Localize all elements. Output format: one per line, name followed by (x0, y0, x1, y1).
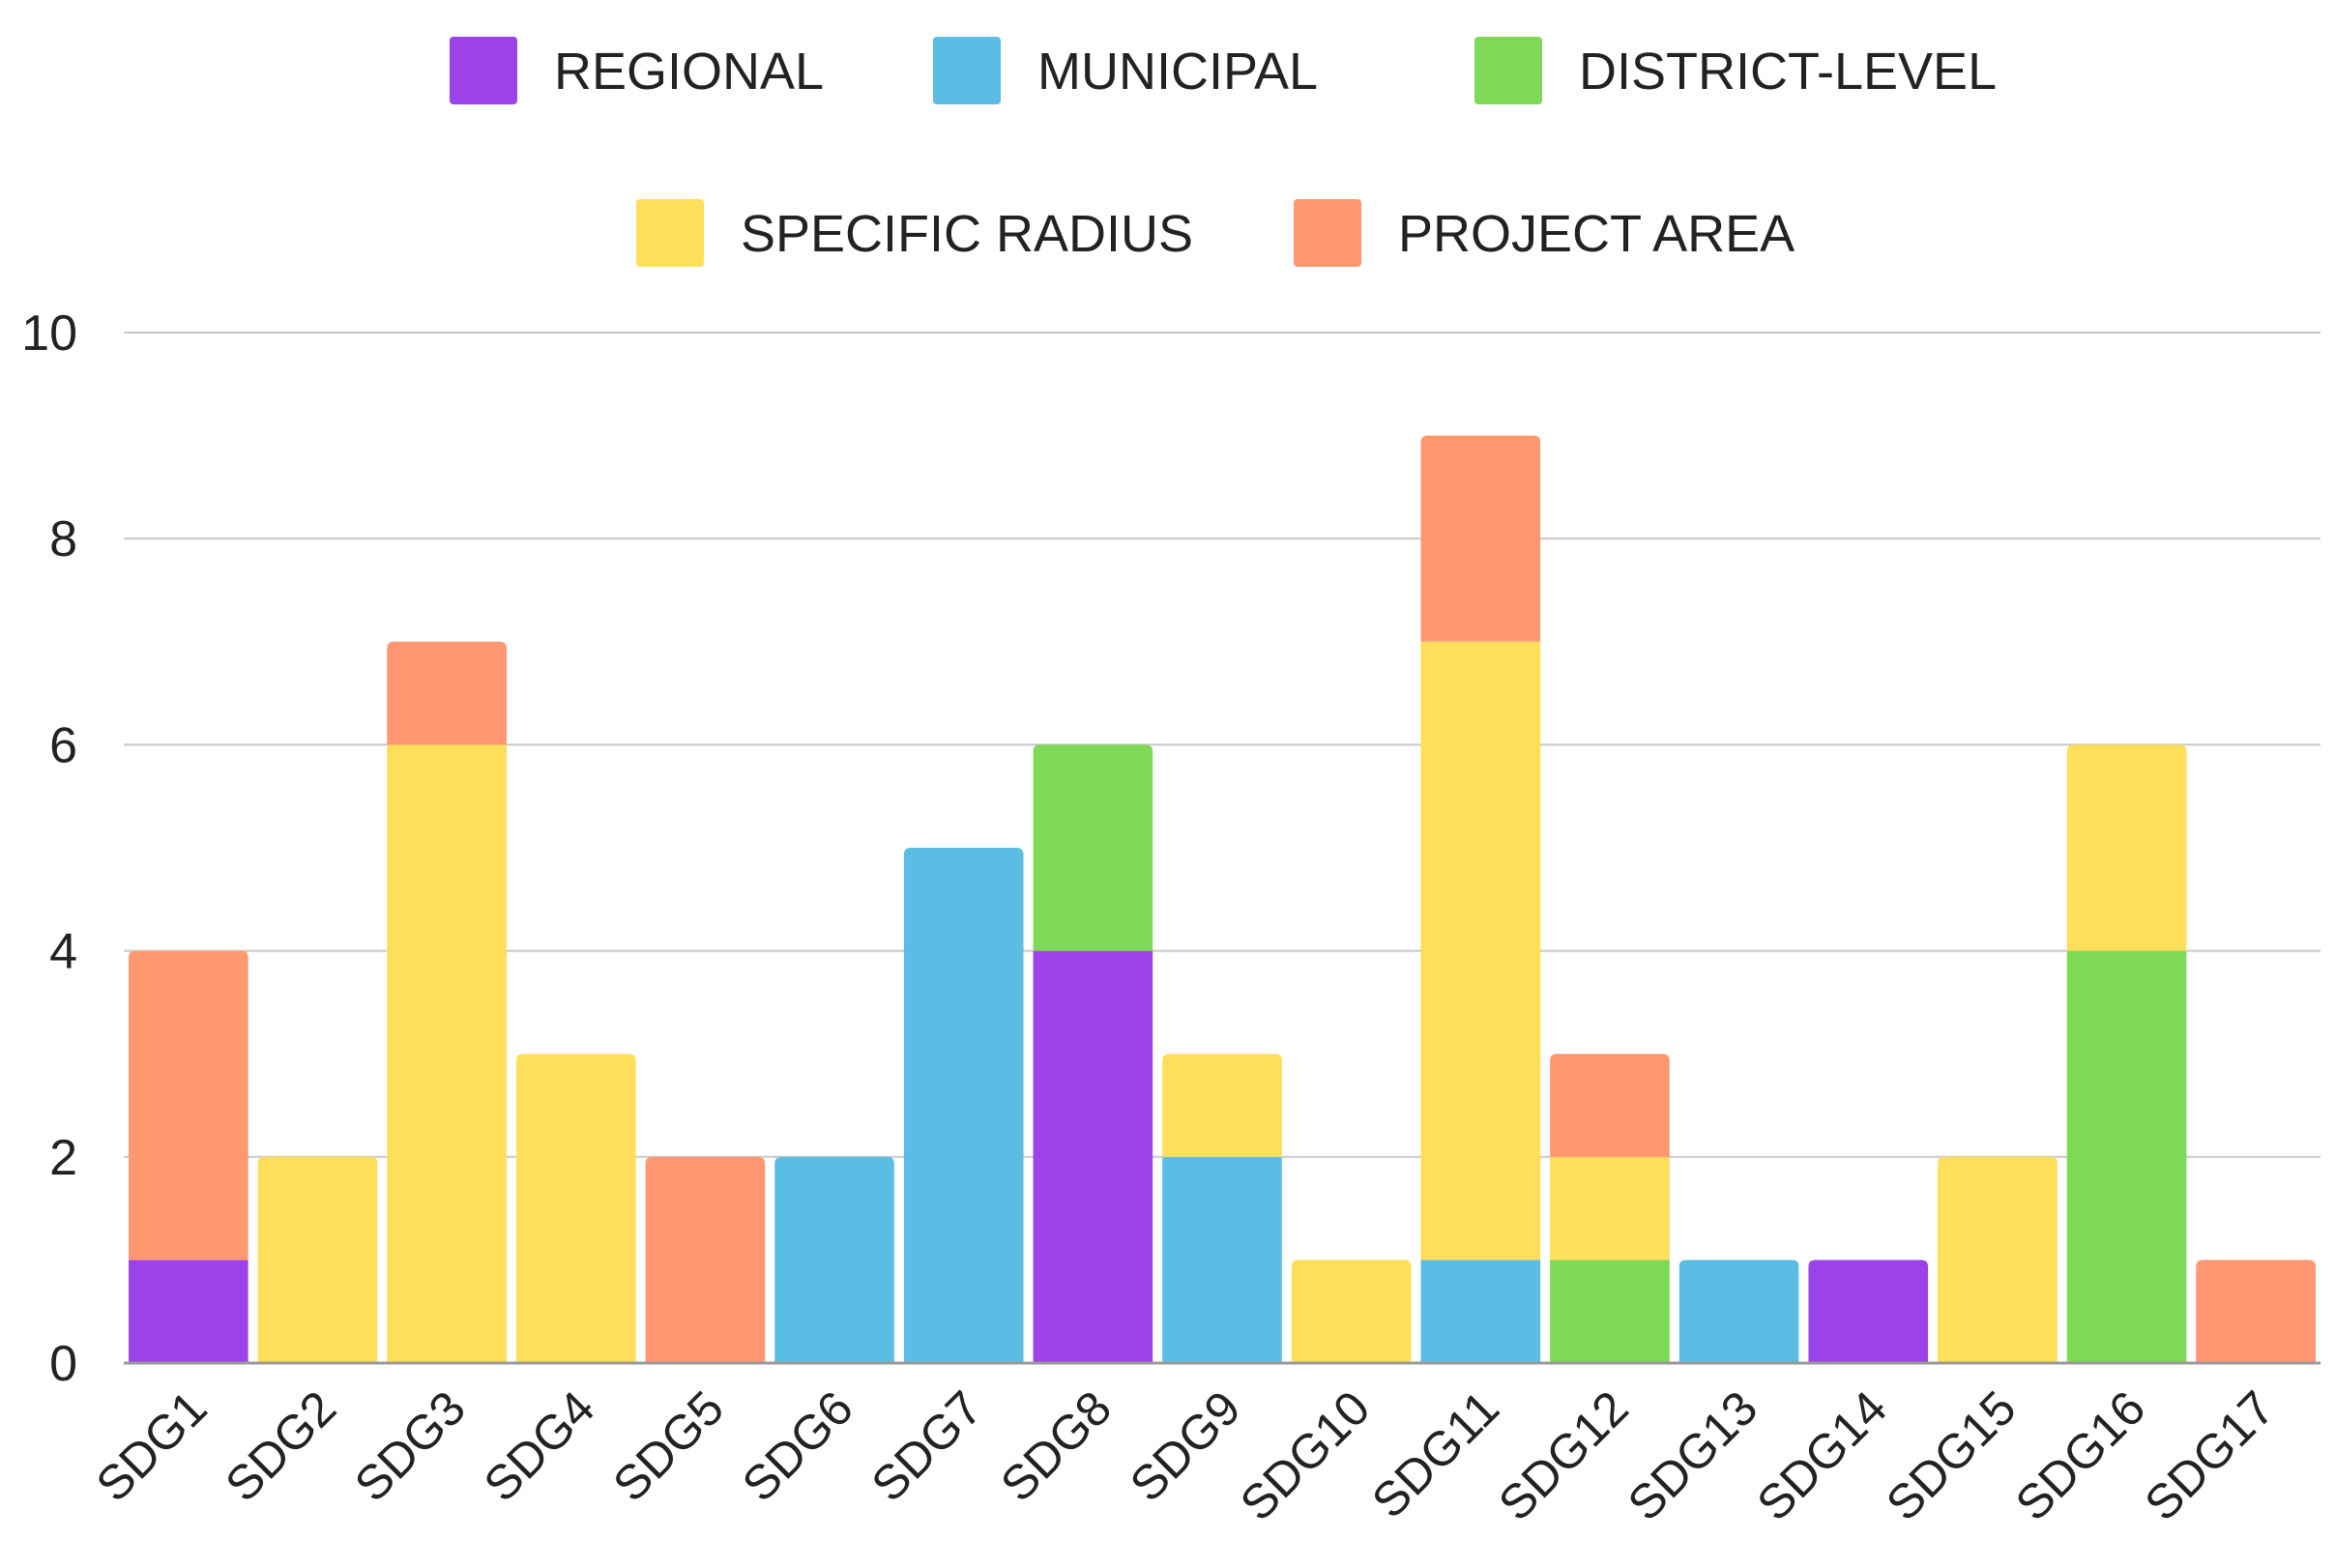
bar-segment (1033, 744, 1153, 951)
legend-swatch (636, 199, 704, 267)
bar-segment (2196, 1260, 2316, 1363)
bar-segment (1420, 641, 1541, 1261)
bar-segment (1033, 950, 1153, 1363)
legend-label: MUNICIPAL (1037, 43, 1318, 101)
x-category-label: SDG3 (344, 1380, 476, 1512)
bar-segment (1162, 1156, 1282, 1363)
y-tick-label: 8 (49, 511, 77, 567)
legend-swatch (933, 37, 1001, 104)
legend-swatch (1294, 199, 1361, 267)
bar-segment (2066, 744, 2187, 951)
bar-segment (1808, 1260, 1929, 1363)
x-category-label: SDG13 (1618, 1380, 1768, 1531)
legend-label: SPECIFIC RADIUS (741, 205, 1193, 263)
bar-segment (1162, 1054, 1282, 1157)
x-category-label: SDG4 (474, 1380, 605, 1512)
bar-segment (645, 1156, 766, 1363)
bar-segment (387, 744, 507, 1363)
x-category-label: SDG14 (1746, 1380, 1897, 1531)
x-axis-labels: SDG1SDG2SDG3SDG4SDG5SDG6SDG7SDG8SDG9SDG1… (86, 1380, 2285, 1531)
bar-segment (129, 950, 248, 1261)
bar-segment (1678, 1260, 1799, 1363)
y-tick-label: 0 (49, 1336, 77, 1392)
y-tick-label: 6 (49, 717, 77, 773)
legend: REGIONAL MUNICIPAL DISTRICT-LEVEL SPECIFIC … (450, 37, 1997, 267)
bars (129, 435, 2316, 1363)
bar-segment (1550, 1054, 1670, 1157)
x-category-label: SDG2 (215, 1380, 346, 1512)
bar-segment (1938, 1156, 2058, 1363)
bar-segment (257, 1156, 378, 1363)
y-tick-label: 10 (21, 305, 77, 362)
legend-swatch (1474, 37, 1542, 104)
x-category-label: SDG5 (602, 1380, 734, 1512)
bar-segment (1550, 1156, 1670, 1261)
y-tick-label: 2 (49, 1130, 77, 1186)
bar-segment (2066, 950, 2187, 1363)
x-category-label: SDG7 (861, 1380, 993, 1512)
legend-label: DISTRICT-LEVEL (1579, 43, 1997, 101)
x-category-label: SDG1 (86, 1380, 218, 1512)
y-tick-label: 4 (49, 924, 77, 980)
bar-segment (903, 848, 1024, 1363)
bar-segment (774, 1156, 894, 1363)
bar-segment (387, 641, 507, 745)
x-category-label: SDG12 (1488, 1380, 1639, 1531)
x-category-label: SDG10 (1230, 1380, 1381, 1531)
y-axis-ticks: 0 2 4 6 8 10 (21, 305, 77, 1392)
x-category-label: SDG15 (1876, 1380, 2027, 1531)
bar-segment (1420, 1260, 1541, 1363)
legend-label: PROJECT AREA (1398, 205, 1795, 263)
x-category-label: SDG16 (2005, 1380, 2156, 1531)
bar-segment (129, 1260, 248, 1363)
x-category-label: SDG11 (1361, 1380, 1509, 1528)
bar-segment (1420, 435, 1541, 642)
x-category-label: SDG8 (990, 1380, 1122, 1512)
legend-label: REGIONAL (554, 43, 824, 101)
bar-segment (515, 1054, 636, 1363)
bar-segment (1550, 1260, 1670, 1363)
bar-segment (1291, 1260, 1412, 1363)
x-category-label: SDG6 (732, 1380, 863, 1512)
x-category-label: SDG17 (2134, 1380, 2285, 1531)
legend-swatch (450, 37, 517, 104)
